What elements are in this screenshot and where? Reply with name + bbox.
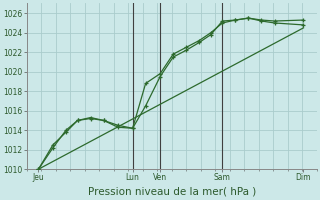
X-axis label: Pression niveau de la mer( hPa ): Pression niveau de la mer( hPa ) (88, 187, 256, 197)
